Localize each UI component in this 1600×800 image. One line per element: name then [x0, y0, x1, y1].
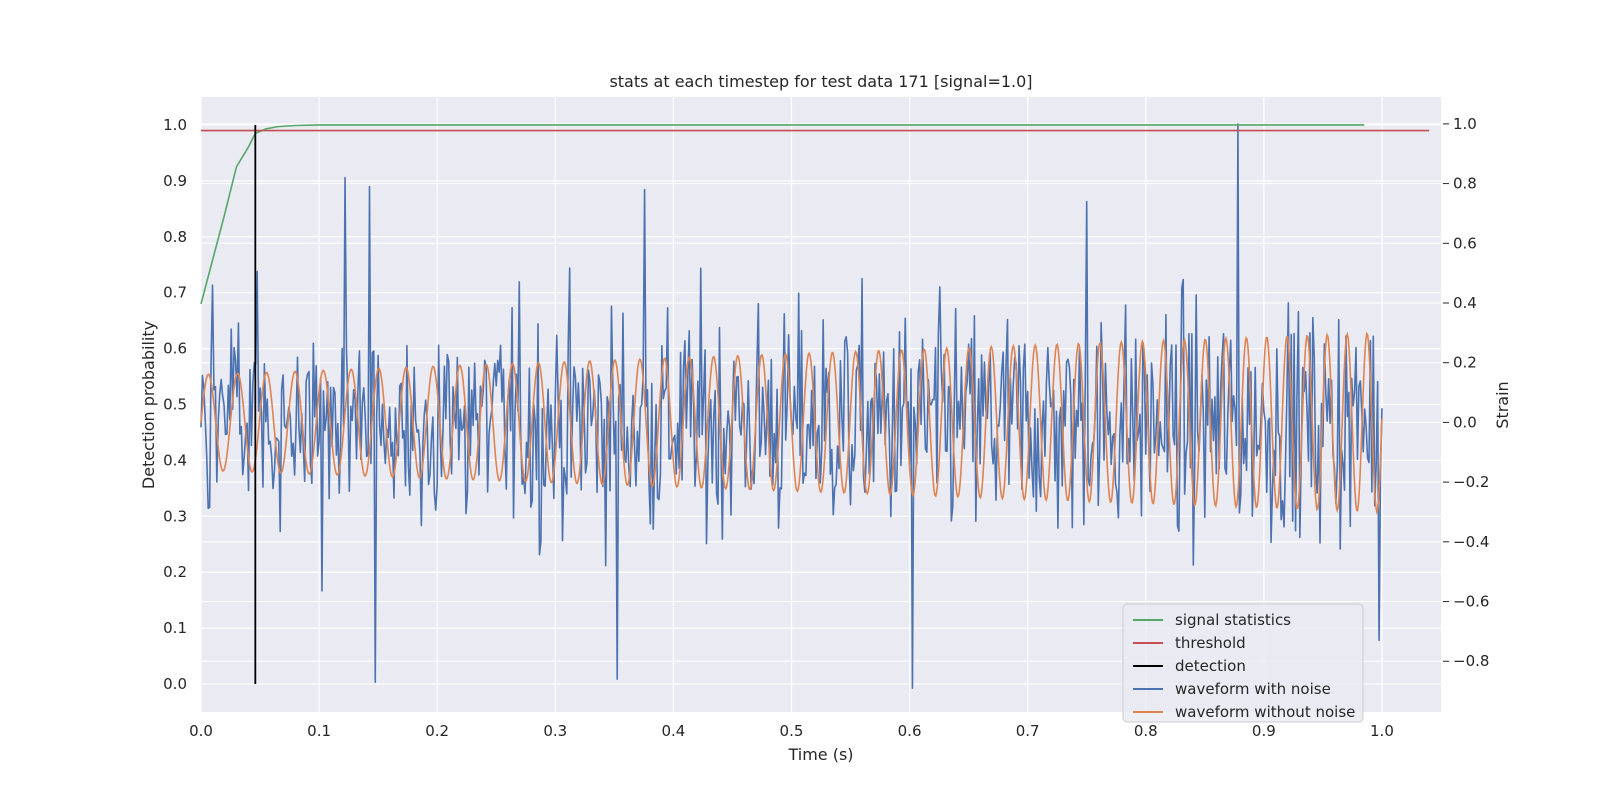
left-y-tick-label: 0.4	[163, 451, 187, 469]
x-tick-label: 0.8	[1134, 722, 1158, 740]
left-y-tick-label: 0.6	[163, 340, 187, 358]
right-y-tick-label: 0.6	[1453, 234, 1477, 252]
right-y-tick-label: 0.8	[1453, 175, 1477, 193]
left-y-tick-label: 0.0	[163, 675, 187, 693]
right-y-tick-label: −0.8	[1453, 652, 1489, 670]
x-tick-label: 0.6	[898, 722, 922, 740]
legend-box	[1122, 603, 1364, 723]
x-tick-label: 0.7	[1016, 722, 1040, 740]
x-tick-label: 0.9	[1252, 722, 1276, 740]
x-tick-label: 1.0	[1370, 722, 1394, 740]
x-tick-label: 0.4	[661, 722, 685, 740]
right-y-tick-label: −0.4	[1453, 533, 1489, 551]
x-axis-label: Time (s)	[787, 745, 853, 764]
right-y-tick-label: 0.2	[1453, 354, 1477, 372]
left-y-tick-label: 0.8	[163, 228, 187, 246]
left-y-tick-label: 0.7	[163, 284, 187, 302]
right-y-tick-label: 1.0	[1453, 115, 1477, 133]
data-series	[200, 123, 1430, 689]
x-axis-ticks: 0.0 0.1 0.2 0.3 0.4 0.5 0.6 0.7 0.8 0.9 1.0	[189, 722, 1394, 740]
x-tick-label: 0.0	[189, 722, 213, 740]
left-y-tick-label: 1.0	[163, 116, 187, 134]
legend-label-threshold: threshold	[1175, 634, 1246, 652]
left-y-axis-ticks: 0.0 0.1 0.2 0.3 0.4 0.5 0.6 0.7 0.8 0.9 1.0	[163, 116, 187, 693]
x-tick-label: 0.3	[543, 722, 567, 740]
x-tick-label: 0.2	[425, 722, 449, 740]
right-y-tick-label: −0.2	[1453, 473, 1489, 491]
legend-label-waveform-without-noise: waveform without noise	[1175, 703, 1355, 721]
x-tick-label: 0.1	[307, 722, 331, 740]
right-y-axis-ticks: −0.8 −0.6 −0.4 −0.2 0.0 0.2 0.4 0.6 0.8 1.0	[1443, 115, 1489, 670]
legend-label-signal-statistics: signal statistics	[1175, 611, 1291, 629]
left-y-tick-label: 0.9	[163, 172, 187, 190]
right-y-tick-label: −0.6	[1453, 593, 1489, 611]
left-y-tick-label: 0.3	[163, 507, 187, 525]
legend-label-detection: detection	[1175, 657, 1246, 675]
legend-label-waveform-with-noise: waveform with noise	[1175, 680, 1331, 698]
signal-statistics-line	[200, 124, 1365, 305]
left-y-tick-label: 0.5	[163, 396, 187, 414]
waveform-without-noise-line	[200, 331, 1383, 515]
right-y-tick-label: 0.0	[1453, 413, 1477, 431]
x-tick-label: 0.5	[780, 722, 804, 740]
left-y-tick-label: 0.2	[163, 563, 187, 581]
left-y-axis-label: Detection probability	[139, 321, 158, 489]
chart-legend: signal statistics threshold detection wavef…	[1122, 603, 1364, 723]
chart-title: stats at each timestep for test data 171…	[609, 72, 1032, 91]
left-y-tick-label: 0.1	[163, 619, 187, 637]
right-y-axis-label: Strain	[1493, 381, 1512, 428]
right-y-tick-label: 0.4	[1453, 294, 1477, 312]
